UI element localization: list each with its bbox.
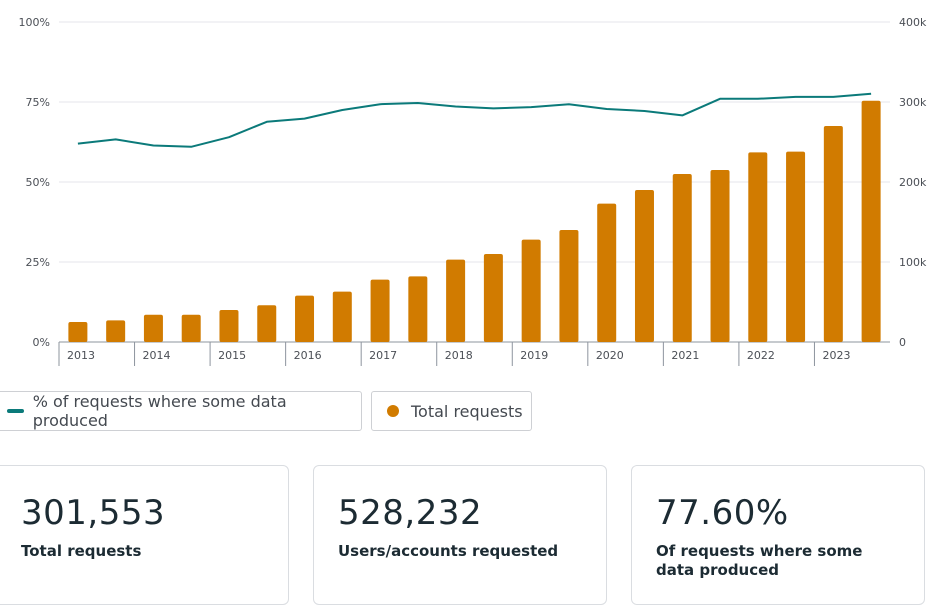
bar: [786, 151, 806, 342]
x-tick-label: 2015: [218, 349, 246, 362]
bar: [257, 305, 277, 342]
x-tick-label: 2016: [294, 349, 322, 362]
x-axis: 2013 2014 2015 2016 2017 2018 2019 2020 2021 2022…: [58, 342, 850, 366]
x-tick-label: 2014: [143, 349, 171, 362]
bar: [672, 174, 692, 342]
right-tick-label: 200k: [899, 176, 927, 189]
bar: [143, 314, 163, 342]
bar: [861, 100, 881, 342]
x-tick-label: 2020: [596, 349, 624, 362]
bar: [597, 203, 617, 342]
bar: [408, 276, 428, 342]
stat-value: 301,553: [21, 493, 166, 533]
bar: [68, 322, 88, 342]
stat-card-users-requested: 528,232 Users/accounts requested: [313, 465, 607, 605]
stat-value: 77.60%: [656, 493, 789, 533]
right-axis: 400k 300k 200k 100k 0: [899, 16, 927, 349]
left-tick-label: 100%: [19, 16, 50, 29]
legend-label-total-requests: Total requests: [411, 401, 523, 421]
x-tick-label: 2018: [445, 349, 473, 362]
x-tick-label: 2021: [671, 349, 699, 362]
line-series-percent-produced: [77, 92, 872, 148]
bar: [559, 230, 579, 342]
x-tick-label: 2017: [369, 349, 397, 362]
left-tick-label: 50%: [26, 176, 50, 189]
stat-card-total-requests: 301,553 Total requests: [0, 465, 289, 605]
stat-label: Users/accounts requested: [338, 542, 559, 560]
bar: [748, 152, 768, 342]
x-tick-label: 2022: [747, 349, 775, 362]
legend-item-total-requests[interactable]: Total requests: [371, 391, 532, 431]
legend-dot-icon: [387, 405, 399, 417]
bar: [483, 254, 503, 342]
legend-label-percent-produced: % of requests where some data produced: [32, 392, 287, 430]
bar: [332, 291, 352, 342]
stat-label: Of requests where some data produced: [656, 542, 863, 579]
bar: [446, 259, 466, 342]
right-tick-label: 100k: [899, 256, 927, 269]
left-tick-label: 0%: [33, 336, 50, 349]
x-tick-label: 2023: [822, 349, 850, 362]
legend-item-percent-produced[interactable]: % of requests where some data produced: [0, 391, 362, 431]
x-tick-label: 2013: [67, 349, 95, 362]
bar: [823, 126, 843, 342]
bar: [634, 190, 654, 342]
bar: [295, 295, 315, 342]
right-tick-label: 300k: [899, 96, 927, 109]
series-line: [77, 92, 872, 148]
left-tick-label: 75%: [26, 96, 50, 109]
right-tick-label: 400k: [899, 16, 927, 29]
bar: [181, 314, 201, 342]
bar: [106, 320, 126, 342]
stat-label: Total requests: [21, 542, 142, 560]
stat-card-percent-produced: 77.60% Of requests where some data produ…: [631, 465, 925, 605]
stat-value: 528,232: [338, 493, 483, 533]
bar: [219, 310, 239, 342]
bar-series-total-requests: [68, 100, 881, 342]
left-tick-label: 25%: [26, 256, 50, 269]
legend-line-icon: [7, 409, 24, 413]
bar: [521, 239, 541, 342]
x-tick-label: 2019: [520, 349, 548, 362]
left-axis: 100% 75% 50% 25% 0%: [19, 16, 50, 349]
bar: [710, 170, 730, 342]
right-tick-label: 0: [899, 336, 906, 349]
bar: [370, 279, 390, 342]
